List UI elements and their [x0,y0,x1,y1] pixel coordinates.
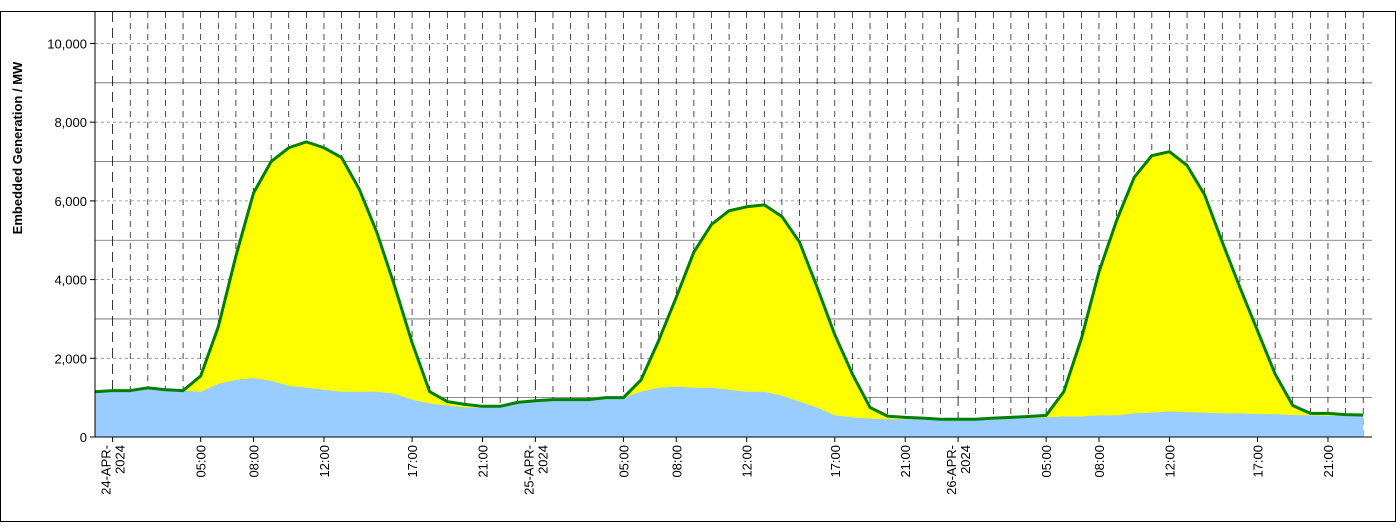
x-tick-label: 21:00 [1321,445,1336,478]
x-tick-label: 12:00 [740,445,755,478]
x-tick-label: 17:00 [405,445,420,478]
x-tick-label: 21:00 [898,445,913,478]
solar-area [95,141,1364,437]
line-layer [94,140,1364,421]
x-tick-label-year: 2024 [535,445,550,474]
y-axis-title: Embedded Generation / MW [10,61,25,234]
x-tick-label: 12:00 [1162,445,1177,478]
wind-area [95,377,1364,437]
y-tick-label: 4,000 [54,273,87,288]
y-tick-label: 8,000 [54,115,87,130]
y-tick-label: 6,000 [54,194,87,209]
x-tick-label: 08:00 [247,445,262,478]
total-generation-line [94,140,1364,421]
x-tick-label-year: 2024 [113,445,128,474]
y-tick-label: 10,000 [47,36,87,51]
x-tick-label: 21:00 [476,445,491,478]
x-tick-label: 05:00 [616,445,631,478]
x-tick-label: 25-APR- [521,445,536,495]
x-tick-label: 05:00 [194,445,209,478]
x-tick-label: 08:00 [669,445,684,478]
x-tick-label: 17:00 [1251,445,1266,478]
x-tick-label: 17:00 [828,445,843,478]
y-tick-label: 0 [80,430,87,445]
x-tick-label: 05:00 [1039,445,1054,478]
area-layer [95,141,1364,437]
x-tick-label: 26-APR- [944,445,959,495]
y-tick-label: 2,000 [54,351,87,366]
x-tick-label: 08:00 [1092,445,1107,478]
x-tick-label: 12:00 [317,445,332,478]
x-tick-label-year: 2024 [958,445,973,474]
x-tick-label: 24-APR- [99,445,114,495]
